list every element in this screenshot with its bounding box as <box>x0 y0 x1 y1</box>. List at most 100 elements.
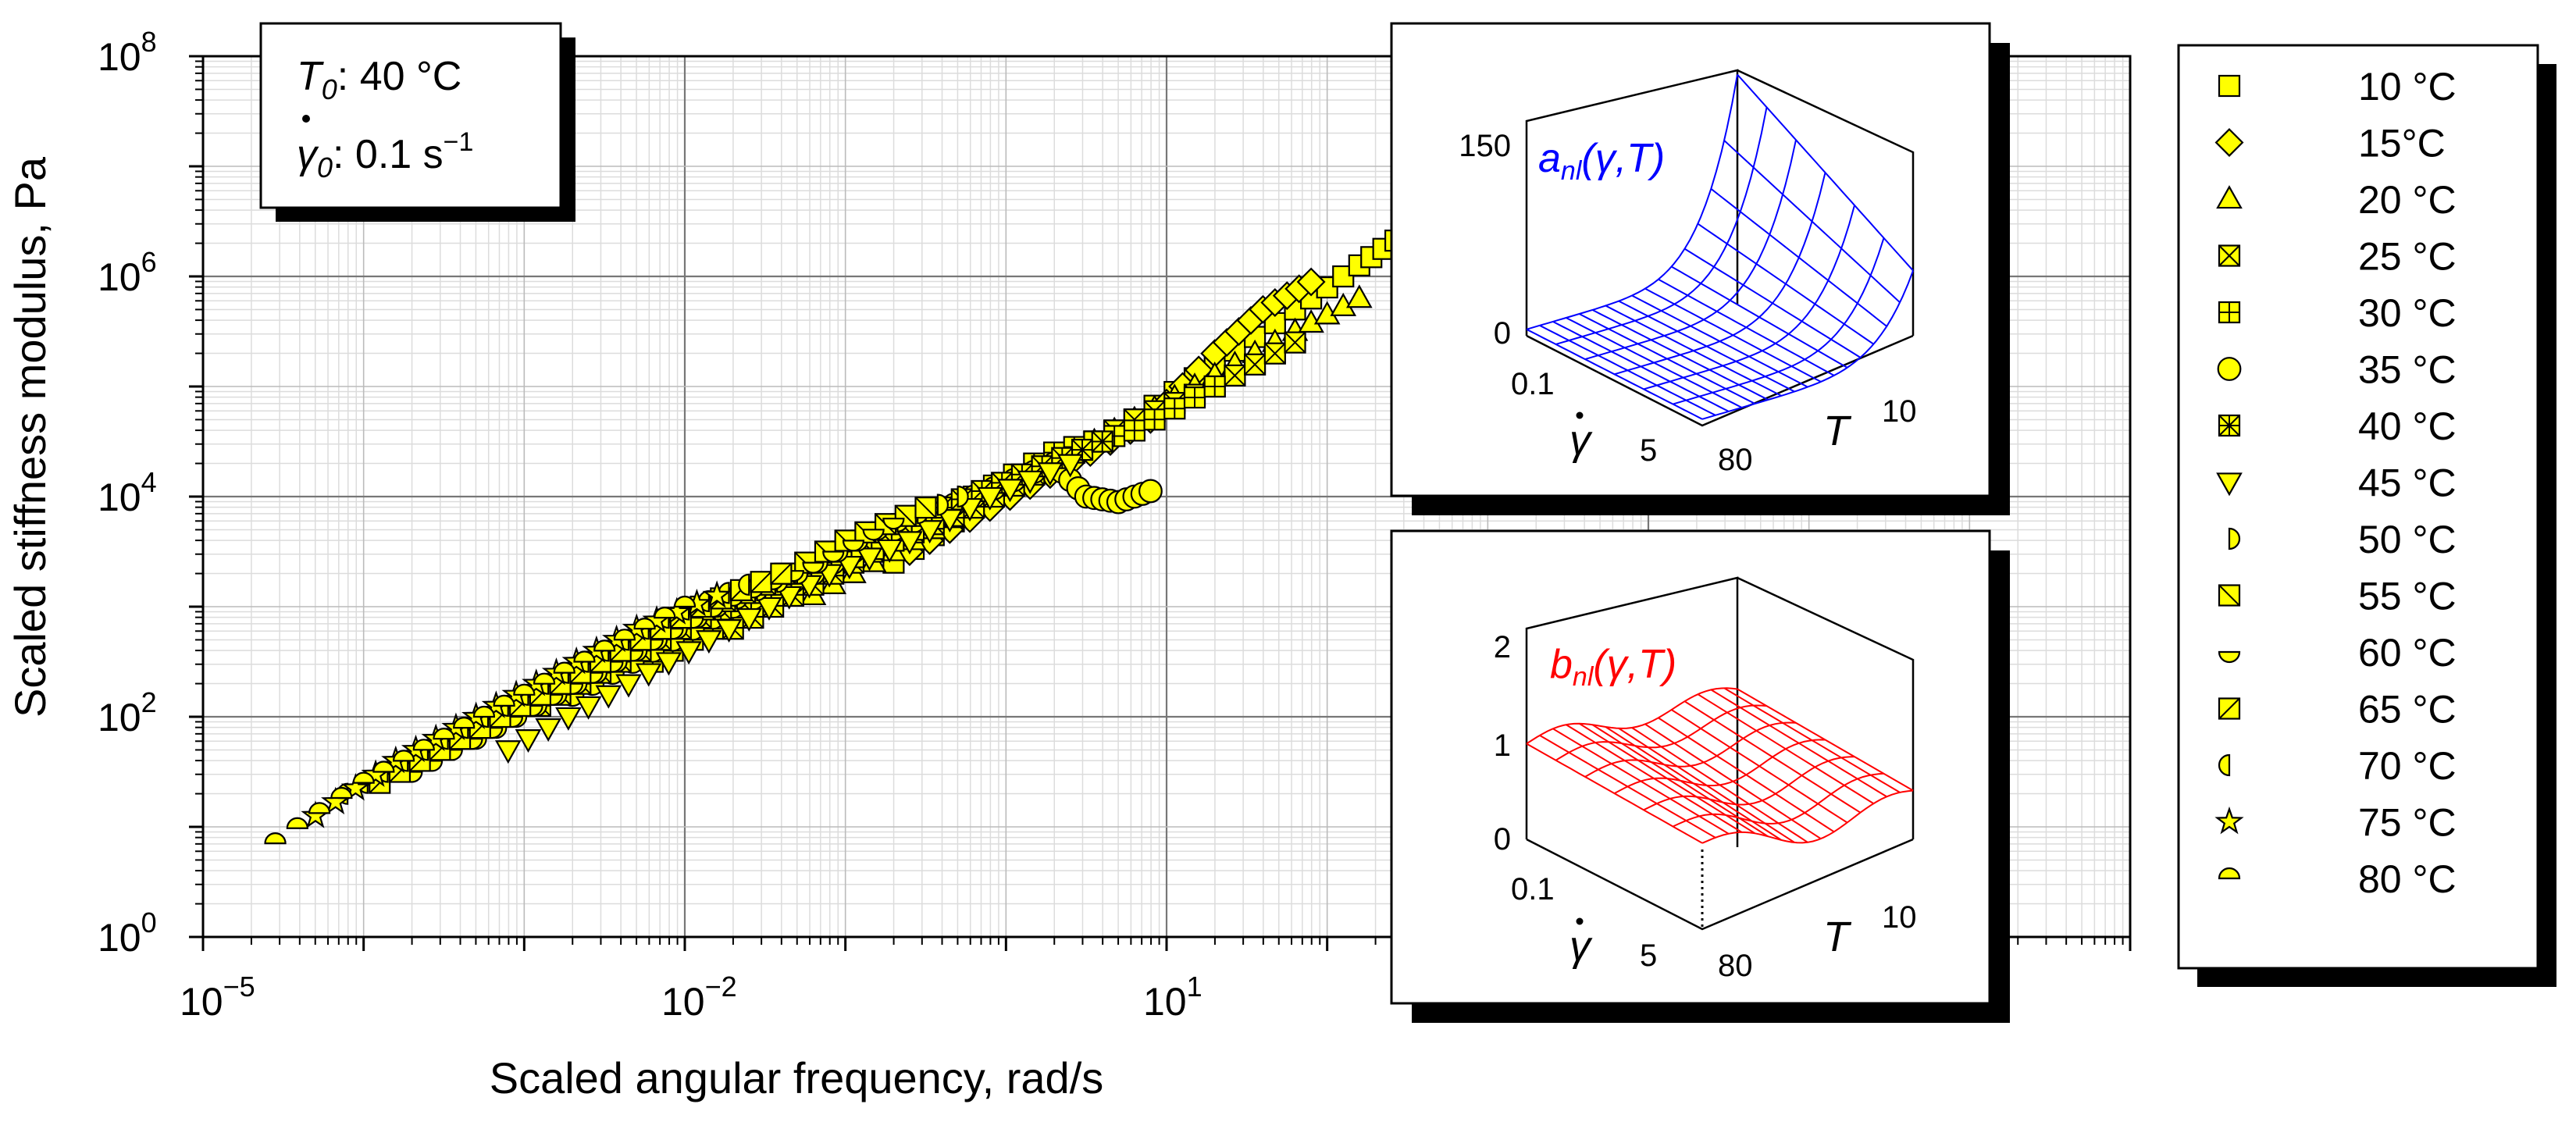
point <box>836 555 863 579</box>
point <box>822 550 845 563</box>
legend-item: 30 °C <box>2218 291 2457 335</box>
legend-item: 25 °C <box>2218 235 2457 279</box>
point <box>702 580 732 608</box>
surface-line <box>1737 73 1914 272</box>
inset-b-gamma-label: γ <box>1569 923 1593 970</box>
legend-label: 45 °C <box>2358 461 2457 505</box>
reference-conditions-box: T0: 40 °C γ0: 0.1 s−1 <box>259 22 575 222</box>
point <box>595 685 622 709</box>
surface-line <box>1710 689 1887 798</box>
point <box>493 694 515 707</box>
inset-a-side-axes <box>1737 69 1915 336</box>
point <box>494 740 522 764</box>
point <box>1138 479 1163 504</box>
inset-b-title: bnl(γ,T) <box>1550 642 1676 692</box>
inset-a-title: anl(γ,T) <box>1538 136 1665 186</box>
inset-a-gamma-dot <box>1576 411 1584 419</box>
legend-label: 75 °C <box>2358 801 2457 845</box>
inset-b-frame <box>1390 529 1991 1005</box>
point <box>957 485 969 508</box>
legend-label: 60 °C <box>2358 631 2457 675</box>
inset-a-ztick-0: 0 <box>1494 316 1511 351</box>
point <box>453 717 476 729</box>
legend-label: 20 °C <box>2358 178 2457 222</box>
inset-b-nl: 2 1 0 0.1 5 80 10 γ T bnl(γ,T) <box>1390 529 2010 1023</box>
legend-item: 15°C <box>2214 122 2446 166</box>
point <box>1296 267 1326 297</box>
surface-line <box>1526 328 1703 420</box>
inset-b-gamma-tick-1: 5 <box>1640 939 1657 973</box>
legend-item: 70 °C <box>2218 744 2457 788</box>
inset-b-surface <box>1526 687 1914 844</box>
point <box>882 518 905 530</box>
point <box>916 520 943 544</box>
y-tick-label: 104 <box>98 466 157 519</box>
inset-b-ztick-2: 2 <box>1494 630 1511 664</box>
inset-b-gamma-dot <box>1576 917 1584 925</box>
g0-symbol: γ <box>297 132 319 177</box>
legend-label: 40 °C <box>2358 404 2457 448</box>
t0-value: : 40 °C <box>337 54 462 99</box>
x-tick-label: 101 <box>1143 971 1202 1024</box>
inset-b-side-axes <box>1737 576 1915 839</box>
reference-temperature: T0: 40 °C <box>297 54 461 105</box>
point <box>770 562 793 585</box>
surface-line <box>1566 317 1743 408</box>
inset-b-ztick-0: 0 <box>1494 822 1511 857</box>
point <box>1244 353 1267 376</box>
point <box>896 531 923 555</box>
surface-line <box>1658 717 1835 833</box>
x-tick-label: 10−2 <box>661 971 737 1024</box>
point <box>433 728 455 740</box>
point <box>738 573 750 596</box>
surface-line <box>1683 700 1862 814</box>
point <box>1017 470 1044 494</box>
y-tick-label: 102 <box>98 686 157 739</box>
surface-line <box>1578 722 1756 835</box>
surface-line <box>1710 188 1887 327</box>
point <box>1345 284 1373 308</box>
point <box>842 540 865 552</box>
surface-line <box>1605 726 1782 841</box>
surface-line <box>1552 321 1730 412</box>
legend-marker-half-circle-top <box>2218 867 2241 880</box>
point <box>264 832 287 845</box>
legend-label: 15°C <box>2358 122 2446 166</box>
legend-item: 50 °C <box>2228 518 2457 561</box>
surface-line <box>1631 727 1808 843</box>
inset-a-back-axes <box>1525 69 1739 336</box>
point <box>555 707 582 731</box>
point <box>1284 331 1306 354</box>
legend-label: 25 °C <box>2358 235 2457 279</box>
point <box>775 586 803 610</box>
legend-marker-half-circle-bottom <box>2218 650 2241 664</box>
point <box>675 641 702 665</box>
y-tick-label: 106 <box>98 246 157 299</box>
point <box>1203 375 1226 398</box>
legend-marker-half-circle-left <box>2218 753 2231 777</box>
surface-line <box>1552 728 1730 835</box>
legend-item: 75 °C <box>2214 801 2457 845</box>
legend-item: 20 °C <box>2216 178 2457 222</box>
point <box>1183 386 1206 409</box>
legend-item: 65 °C <box>2218 688 2457 732</box>
reference-box <box>259 22 562 209</box>
legend-frame <box>2177 44 2539 970</box>
surface-line <box>1539 735 1716 839</box>
inset-b-ztick-1: 1 <box>1494 728 1511 763</box>
point <box>1123 419 1145 442</box>
point <box>573 650 596 663</box>
point <box>308 802 331 814</box>
point <box>330 786 353 800</box>
point <box>1143 408 1166 431</box>
t0-subscript: 0 <box>322 73 337 105</box>
g0-value: : 0.1 s <box>333 132 444 177</box>
surface-line <box>1566 724 1743 833</box>
x-tick-label: 10−5 <box>180 971 255 1024</box>
point <box>615 674 642 698</box>
point <box>352 771 375 784</box>
point <box>1224 364 1246 386</box>
point <box>1056 454 1084 478</box>
inset-b-title-sub: nl <box>1573 662 1594 692</box>
reference-shear-rate: γ0: 0.1 s−1 <box>297 127 473 183</box>
